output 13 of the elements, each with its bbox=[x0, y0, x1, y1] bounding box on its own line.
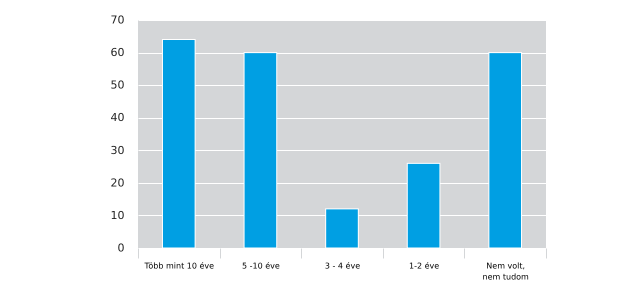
x-tick-label: 3 - 4 éve bbox=[324, 262, 360, 270]
x-tick-label: Több mint 10 éve bbox=[144, 262, 214, 270]
y-tick-label: 30 bbox=[110, 144, 124, 157]
x-tick-label: Nem volt, nem tudom bbox=[482, 262, 530, 282]
y-tick-label: 70 bbox=[110, 14, 124, 26]
y-tick-label: 40 bbox=[110, 111, 124, 124]
y-tick-label: 10 bbox=[110, 208, 124, 222]
x-tick-label: 1-2 éve bbox=[409, 262, 440, 270]
x-tick-label: 5 -10 éve bbox=[242, 262, 280, 270]
y-tick-label: 0 bbox=[118, 242, 124, 254]
y-tick-label: 20 bbox=[110, 176, 124, 190]
y-tick-label: 50 bbox=[110, 78, 124, 92]
y-tick-label: 60 bbox=[110, 46, 124, 60]
